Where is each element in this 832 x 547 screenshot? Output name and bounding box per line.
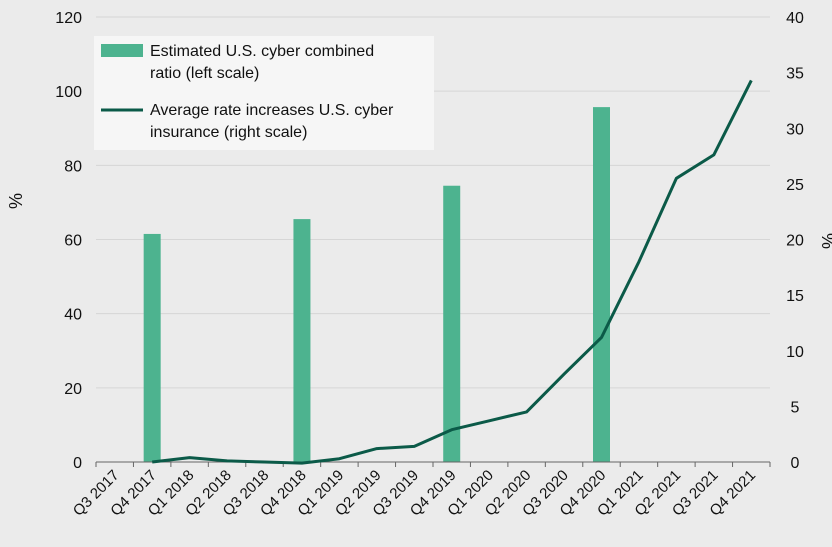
left-axis-unit: % — [6, 193, 26, 209]
line-series — [152, 79, 753, 465]
left-tick-label: 40 — [64, 307, 82, 324]
left-tick-label: 120 — [55, 10, 82, 27]
legend-bar-label: Estimated U.S. cyber combined — [150, 43, 374, 60]
left-tick-label: 60 — [64, 233, 82, 250]
bar — [443, 185, 461, 462]
right-tick-label: 10 — [786, 344, 804, 361]
legend-bar-label-cont: ratio (left scale) — [150, 65, 259, 82]
right-axis-labels: 0 5 10 15 20 25 30 35 40 — [786, 10, 804, 472]
left-tick-label: 20 — [64, 381, 82, 398]
left-tick-label: 80 — [64, 158, 82, 175]
legend-bar-swatch — [101, 44, 143, 57]
legend-line-label-cont: insurance (right scale) — [150, 124, 307, 141]
left-axis-labels: 0 20 40 60 80 100 120 — [55, 10, 82, 472]
right-tick-label: 25 — [786, 177, 804, 194]
bar — [593, 107, 610, 463]
gridlines — [96, 16, 770, 389]
left-tick-label: 100 — [55, 84, 82, 101]
right-tick-label: 5 — [791, 399, 800, 416]
bar — [143, 233, 161, 462]
bar — [293, 219, 311, 462]
rate-increase-line — [152, 79, 753, 465]
left-tick-label: 0 — [73, 455, 82, 472]
bar-series — [143, 107, 610, 463]
legend: Estimated U.S. cyber combined ratio (lef… — [94, 36, 434, 150]
right-tick-label: 40 — [786, 10, 804, 27]
right-axis-unit: % — [818, 233, 832, 249]
right-tick-label: 20 — [786, 233, 804, 250]
right-tick-label: 30 — [786, 121, 804, 138]
legend-background — [94, 36, 434, 150]
right-tick-label: 35 — [786, 66, 804, 83]
right-tick-label: 15 — [786, 288, 804, 305]
right-tick-label: 0 — [791, 455, 800, 472]
legend-line-label: Average rate increases U.S. cyber — [150, 102, 394, 119]
